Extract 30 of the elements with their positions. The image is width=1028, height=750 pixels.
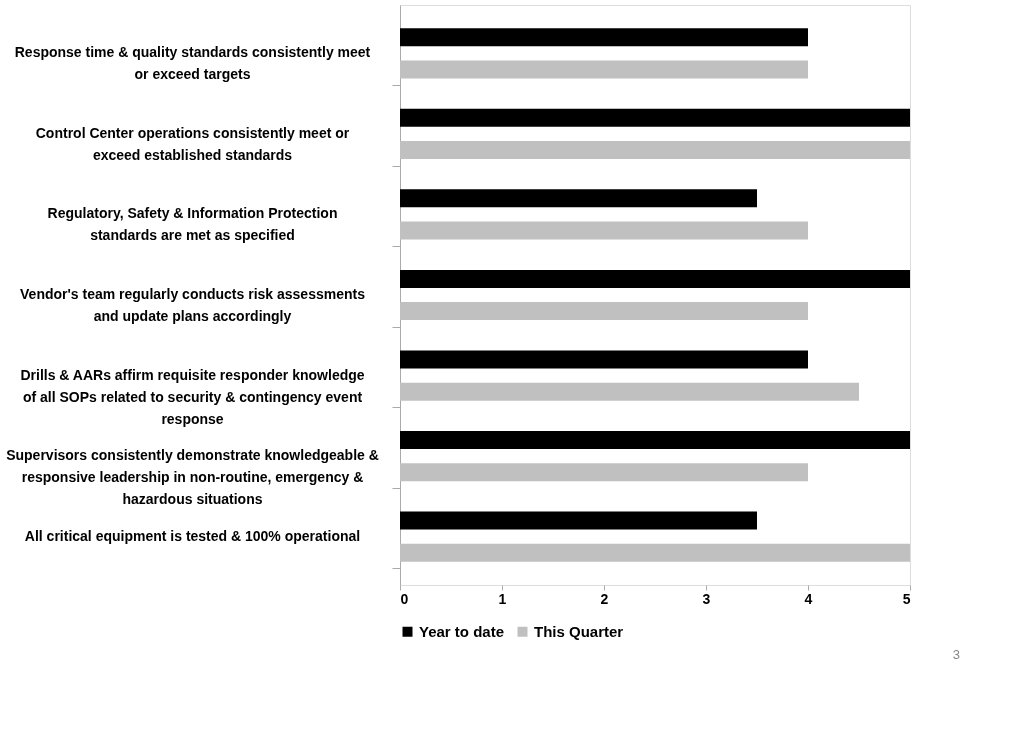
legend-label: Year to date [419, 622, 505, 640]
bar [400, 221, 808, 240]
bar [400, 189, 757, 208]
bar [400, 350, 808, 369]
y-tick-label: Response time & quality standards consistently meet or exceed targets [14, 44, 371, 83]
bar [400, 141, 910, 159]
bar [400, 269, 910, 288]
y-tick-label: Supervisors consistently demonstrate knowledgeable & responsive leadership in non-routine, emergency & hazardous situations [6, 447, 379, 508]
bar [400, 511, 757, 530]
y-tick-label: Drills & AARs affirm requisite responder knowledge of all SOPs related to security & contingency event response [20, 366, 365, 427]
x-tick-label: 0 [400, 590, 409, 607]
x-tick-label: 4 [804, 590, 813, 607]
y-tick-label: Regulatory, Safety & Information Protection standards are met as specified [47, 205, 338, 244]
bar [400, 60, 808, 79]
bar [400, 543, 910, 562]
x-tick-label: 3 [702, 590, 711, 607]
y-tick-label: Control Center operations consistently meet or exceed established standards [35, 124, 350, 163]
x-tick-label: 1 [498, 590, 507, 607]
bar [400, 431, 910, 449]
text: 3 [952, 647, 960, 662]
bar [400, 302, 808, 321]
legend-label: This Quarter [534, 622, 624, 640]
bar [400, 463, 808, 482]
y-tick-label: Vendor's team regularly conducts risk assessments and update plans accordingly [20, 286, 366, 324]
y-tick-label: All critical equipment is tested & 100% operational [24, 527, 361, 544]
bar [400, 382, 859, 401]
bar [400, 28, 808, 47]
x-tick-label: 5 [902, 590, 911, 607]
bar [400, 108, 910, 127]
x-tick-label: 2 [600, 590, 609, 607]
